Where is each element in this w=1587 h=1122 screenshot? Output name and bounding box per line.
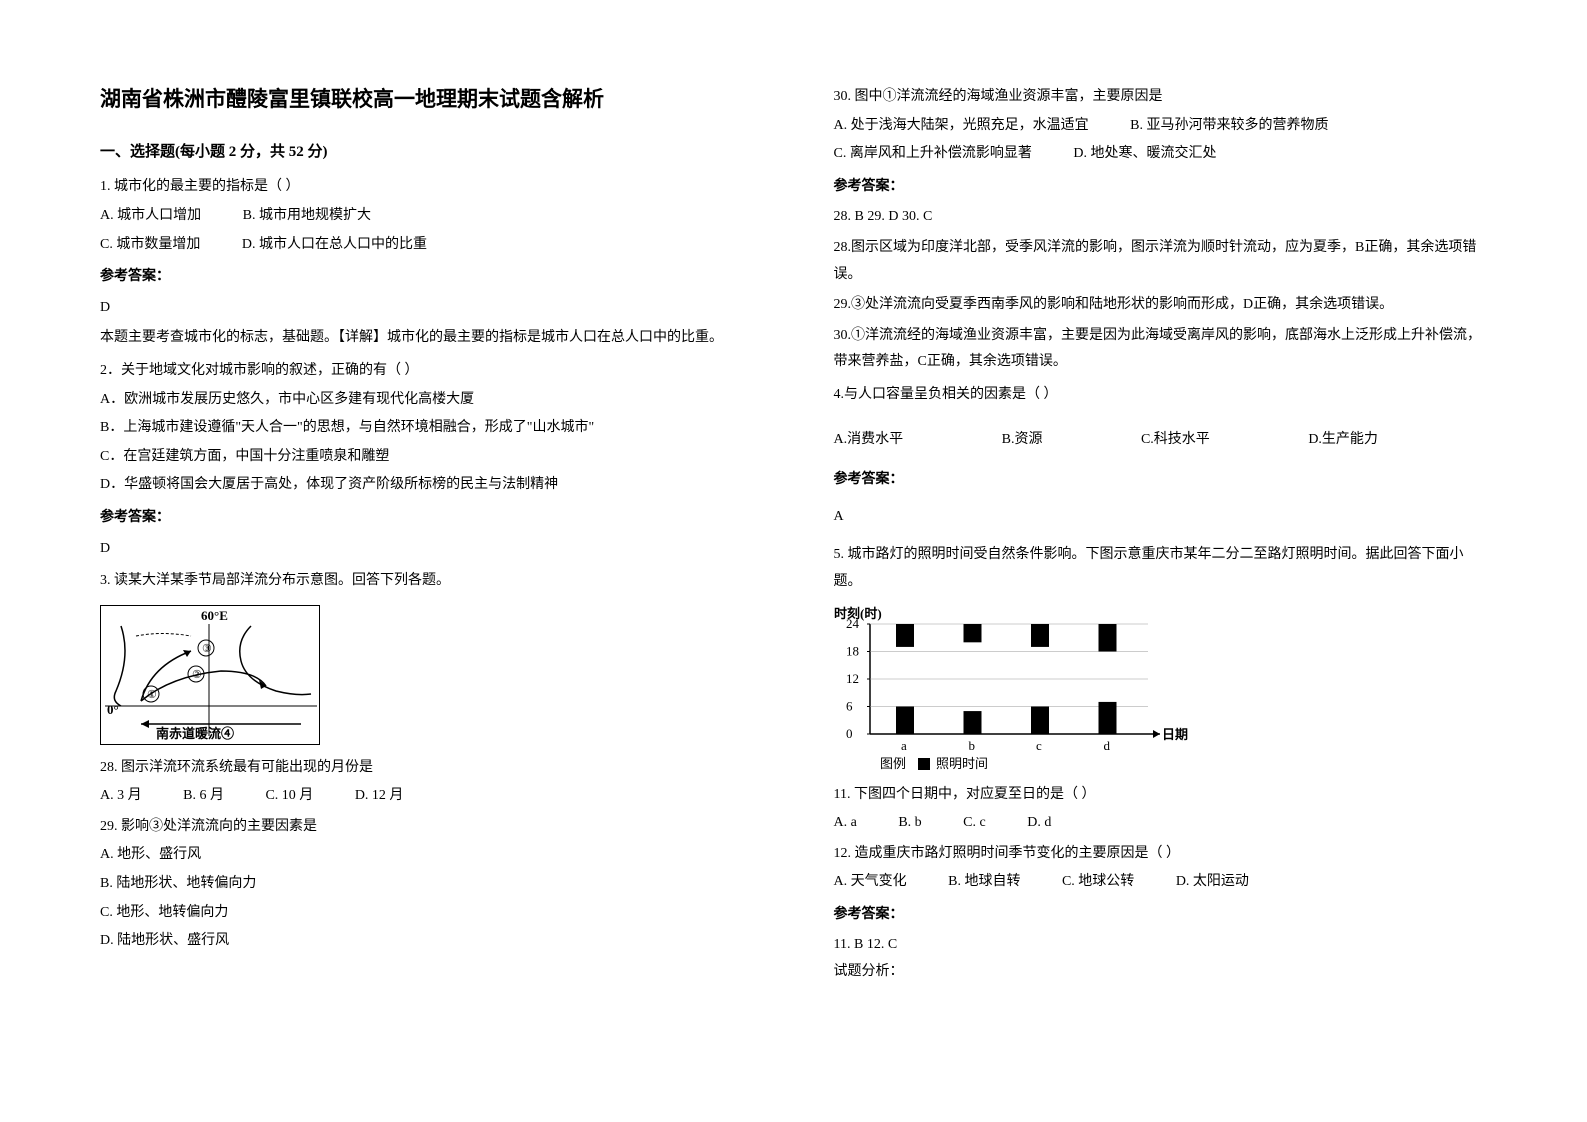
- mark-1: ①: [147, 689, 157, 701]
- q5-tail: 试题分析：: [834, 959, 1488, 986]
- svg-text:b: b: [968, 738, 975, 753]
- q2-opt-b: B．上海城市建设遵循"天人合一"的思想，与自然环境相融合，形成了"山水城市": [100, 415, 754, 442]
- q2-stem: 2．关于地域文化对城市影响的叙述，正确的有（ ）: [100, 358, 754, 385]
- q30-options-row1: A. 处于浅海大陆架，光照充足，水温适宜 B. 亚马孙河带来较多的营养物质: [834, 113, 1488, 140]
- q4-opt-c: C.科技水平: [1141, 427, 1210, 454]
- q29-opt-d: D. 陆地形状、盛行风: [100, 928, 754, 955]
- q29-opt-a: A. 地形、盛行风: [100, 842, 754, 869]
- q29-opt-b: B. 陆地形状、地转偏向力: [100, 871, 754, 898]
- q2-opt-a: A．欧洲城市发展历史悠久，市中心区多建有现代化高楼大厦: [100, 387, 754, 414]
- q28-opt-a: A. 3 月: [100, 783, 142, 810]
- q29-explain: 29.③处洋流流向受夏季西南季风的影响和陆地形状的影响而形成，D正确，其余选项错…: [834, 292, 1488, 319]
- question-1: 1. 城市化的最主要的指标是（ ） A. 城市人口增加 B. 城市用地规模扩大 …: [100, 174, 754, 352]
- q1-options-row2: C. 城市数量增加 D. 城市人口在总人口中的比重: [100, 232, 754, 259]
- q4-opt-b: B.资源: [1002, 427, 1043, 454]
- q5-ans-line: 11. B 12. C: [834, 932, 1488, 959]
- section-heading: 一、选择题(每小题 2 分，共 52 分): [100, 138, 754, 167]
- q3-intro: 3. 读某大洋某季节局部洋流分布示意图。回答下列各题。: [100, 568, 754, 595]
- q1-opt-b: B. 城市用地规模扩大: [243, 203, 371, 230]
- q11-stem: 11. 下图四个日期中，对应夏至日的是（ ）: [834, 782, 1488, 809]
- q28-explain: 28.图示区域为印度洋北部，受季风洋流的影响，图示洋流为顺时针流动，应为夏季，B…: [834, 235, 1488, 288]
- q29-stem: 29. 影响③处洋流流向的主要因素是: [100, 814, 754, 841]
- q11-opt-c: C. c: [963, 810, 986, 837]
- doc-title: 湖南省株洲市醴陵富里镇联校高一地理期末试题含解析: [100, 80, 754, 120]
- q30-stem: 30. 图中①洋流流经的海域渔业资源丰富，主要原因是: [834, 84, 1488, 111]
- q30-opt-c: C. 离岸风和上升补偿流影响显著: [834, 141, 1032, 168]
- q2-opt-c: C．在宫廷建筑方面，中国十分注重喷泉和雕塑: [100, 444, 754, 471]
- q30-opt-d: D. 地处寒、暖流交汇处: [1073, 141, 1216, 168]
- q12-opt-c: C. 地球公转: [1062, 869, 1134, 896]
- map-svg: 60°E 0° ① ②: [101, 606, 321, 746]
- q4-options: A.消费水平 B.资源 C.科技水平 D.生产能力: [834, 427, 1488, 454]
- q1-opt-d: D. 城市人口在总人口中的比重: [242, 232, 427, 259]
- q29-opt-c: C. 地形、地转偏向力: [100, 900, 754, 927]
- question-2: 2．关于地域文化对城市影响的叙述，正确的有（ ） A．欧洲城市发展历史悠久，市中…: [100, 358, 754, 562]
- ocean-current-map: 60°E 0° ① ②: [100, 605, 320, 745]
- q30-options-row2: C. 离岸风和上升补偿流影响显著 D. 地处寒、暖流交汇处: [834, 141, 1488, 168]
- q28-opt-c: C. 10 月: [265, 783, 313, 810]
- q2-options: A．欧洲城市发展历史悠久，市中心区多建有现代化高楼大厦 B．上海城市建设遵循"天…: [100, 387, 754, 499]
- svg-text:d: d: [1103, 738, 1110, 753]
- svg-text:c: c: [1036, 738, 1042, 753]
- q12-stem: 12. 造成重庆市路灯照明时间季节变化的主要原因是（ ）: [834, 841, 1488, 868]
- q1-opt-c: C. 城市数量增加: [100, 232, 200, 259]
- q4-opt-d: D.生产能力: [1308, 427, 1378, 454]
- q12-opt-b: B. 地球自转: [948, 869, 1020, 896]
- left-column: 湖南省株洲市醴陵富里镇联校高一地理期末试题含解析 一、选择题(每小题 2 分，共…: [100, 80, 754, 986]
- chart-svg: 时刻(时)24181260abcd日期图例照明时间: [834, 604, 1194, 774]
- q1-ans: D: [100, 295, 754, 322]
- question-4: 4.与人口容量呈负相关的因素是（ ） A.消费水平 B.资源 C.科技水平 D.…: [834, 382, 1488, 530]
- svg-text:24: 24: [846, 616, 860, 631]
- q11-opt-b: B. b: [898, 810, 921, 837]
- lon-label: 60°E: [201, 608, 228, 623]
- svg-text:12: 12: [846, 671, 859, 686]
- q11-options: A. a B. b C. c D. d: [834, 810, 1488, 837]
- q1-ans-label: 参考答案：: [100, 264, 754, 291]
- q2-ans-label: 参考答案：: [100, 505, 754, 532]
- svg-text:图例: 图例: [880, 756, 906, 771]
- q4-stem: 4.与人口容量呈负相关的因素是（ ）: [834, 382, 1488, 409]
- q12-opt-d: D. 太阳运动: [1176, 869, 1249, 896]
- q30-opt-a: A. 处于浅海大陆架，光照充足，水温适宜: [834, 113, 1089, 140]
- svg-text:照明时间: 照明时间: [936, 756, 988, 771]
- q28-stem: 28. 图示洋流环流系统最有可能出现的月份是: [100, 755, 754, 782]
- current-label: 南赤道暖流④: [156, 726, 234, 741]
- q4-opt-a: A.消费水平: [834, 427, 904, 454]
- svg-text:日期: 日期: [1162, 727, 1188, 742]
- svg-text:18: 18: [846, 643, 859, 658]
- q12-options: A. 天气变化 B. 地球自转 C. 地球公转 D. 太阳运动: [834, 869, 1488, 896]
- q28-opt-d: D. 12 月: [355, 783, 404, 810]
- lat-label: 0°: [107, 702, 119, 717]
- question-5: 5. 城市路灯的照明时间受自然条件影响。下图示意重庆市某年二分二至路灯照明时间。…: [834, 542, 1488, 985]
- q5-ans-label: 参考答案：: [834, 902, 1488, 929]
- mark-3: ③: [202, 643, 212, 655]
- q28-options: A. 3 月 B. 6 月 C. 10 月 D. 12 月: [100, 783, 754, 810]
- q11-opt-d: D. d: [1027, 810, 1051, 837]
- right-column: 30. 图中①洋流流经的海域渔业资源丰富，主要原因是 A. 处于浅海大陆架，光照…: [834, 80, 1488, 986]
- q2-opt-d: D．华盛顿将国会大厦居于高处，体现了资产阶级所标榜的民主与法制精神: [100, 472, 754, 499]
- q12-opt-a: A. 天气变化: [834, 869, 907, 896]
- q5-intro: 5. 城市路灯的照明时间受自然条件影响。下图示意重庆市某年二分二至路灯照明时间。…: [834, 542, 1488, 595]
- svg-text:a: a: [901, 738, 907, 753]
- q1-stem: 1. 城市化的最主要的指标是（ ）: [100, 174, 754, 201]
- q4-ans: A: [834, 504, 1488, 531]
- q1-opt-a: A. 城市人口增加: [100, 203, 201, 230]
- q11-opt-a: A. a: [834, 810, 857, 837]
- q1-options-row1: A. 城市人口增加 B. 城市用地规模扩大: [100, 203, 754, 230]
- streetlight-chart: 时刻(时)24181260abcd日期图例照明时间: [834, 604, 1194, 774]
- svg-text:6: 6: [846, 698, 853, 713]
- svg-text:0: 0: [846, 726, 853, 741]
- q1-explain: 本题主要考查城市化的标志，基础题。【详解】城市化的最主要的指标是城市人口在总人口…: [100, 325, 754, 352]
- q29-options: A. 地形、盛行风 B. 陆地形状、地转偏向力 C. 地形、地转偏向力 D. 陆…: [100, 842, 754, 954]
- q2-ans: D: [100, 536, 754, 563]
- q30-explain: 30.①洋流流经的海域渔业资源丰富，主要是因为此海域受离岸风的影响，底部海水上泛…: [834, 323, 1488, 376]
- q28-opt-b: B. 6 月: [183, 783, 224, 810]
- q3-ans-line: 28. B 29. D 30. C: [834, 204, 1488, 231]
- q3-ans-label: 参考答案：: [834, 174, 1488, 201]
- q30-opt-b: B. 亚马孙河带来较多的营养物质: [1130, 113, 1328, 140]
- question-3: 3. 读某大洋某季节局部洋流分布示意图。回答下列各题。 60°E 0°: [100, 568, 754, 955]
- mark-2: ②: [192, 669, 202, 681]
- q4-ans-label: 参考答案：: [834, 467, 1488, 494]
